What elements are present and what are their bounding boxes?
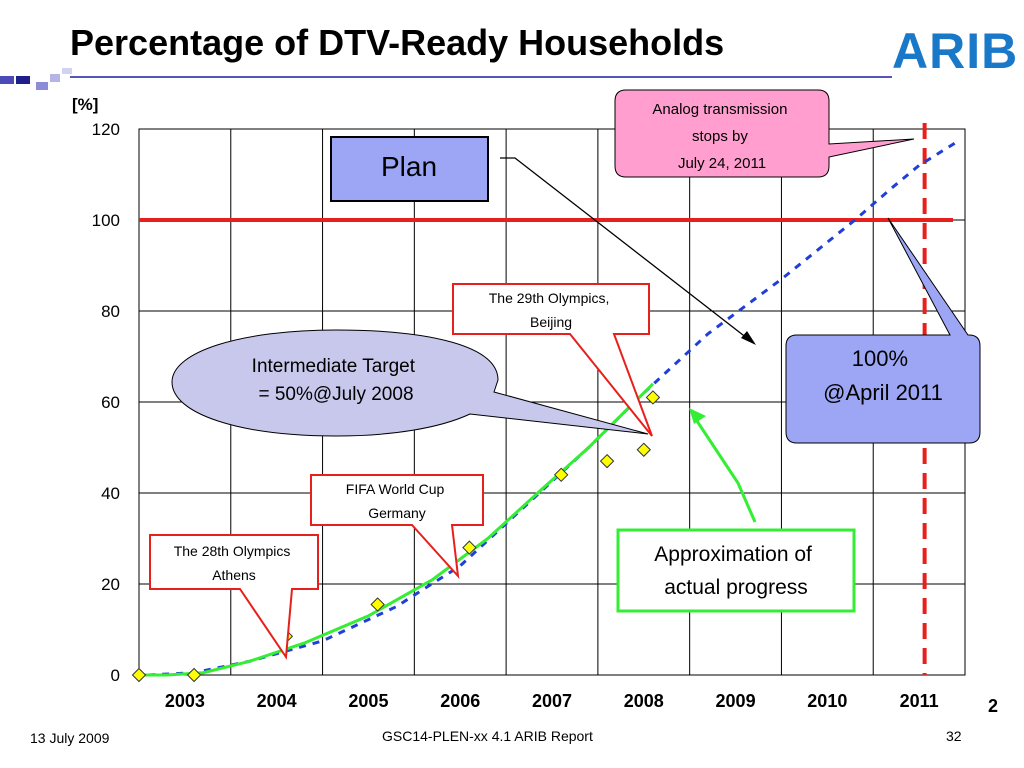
x-tick-label: 2008 — [624, 691, 664, 711]
analog-callout — [614, 89, 915, 178]
beijing-callout-text: The 29th Olympics, Beijing — [489, 290, 614, 330]
actual-data-point — [645, 390, 661, 405]
dtv-chart: 0 20 40 60 80 100 120 2003 2004 2005 2006 2007 2008… — [72, 89, 998, 716]
plan-label: Plan — [381, 151, 437, 182]
intermediate-target-callout — [171, 329, 649, 437]
x-tick-label: 2006 — [440, 691, 480, 711]
x-tick-label: 2003 — [165, 691, 205, 711]
fifa-callout-text: FIFA World Cup Germany — [346, 481, 448, 521]
y-tick-label: 40 — [101, 484, 120, 503]
x-tick-label: 2009 — [716, 691, 756, 711]
actual-data-point — [636, 442, 651, 457]
actual-data-point — [370, 597, 385, 612]
arib-logo: ARIB — [892, 23, 1019, 79]
beijing-callout — [452, 283, 653, 437]
actual-data-point — [553, 467, 569, 483]
actual-data-point — [186, 667, 202, 683]
intermediate-target-text: Intermediate Target = 50%@July 2008 — [252, 356, 421, 405]
approximation-box-text: Approximation of actual progress — [654, 543, 817, 599]
footer-center: GSC14-PLEN-xx 4.1 ARIB Report — [382, 728, 593, 744]
y-tick-label: 20 — [101, 575, 120, 594]
approximation-arrow — [695, 420, 757, 523]
plan-arrow — [500, 157, 753, 343]
analog-callout-text: Analog transmission stops by July 24, 20… — [652, 101, 791, 172]
target-callout — [785, 217, 981, 444]
y-tick-labels: 0 20 40 60 80 100 120 — [92, 120, 120, 685]
actual-markers — [131, 390, 661, 683]
actual-data-point — [131, 667, 147, 683]
actual-data-point — [462, 540, 477, 555]
x-tick-label: 2005 — [348, 691, 388, 711]
approximation-arrow-head — [689, 408, 706, 424]
actual-data-point — [599, 453, 615, 469]
y-tick-label: 0 — [111, 666, 120, 685]
plan-box — [330, 136, 489, 202]
x-tick-label: 2004 — [257, 691, 297, 711]
y-tick-label: 120 — [92, 120, 120, 139]
slide-title: Percentage of DTV-Ready Households — [70, 22, 725, 63]
edge-mark: 2 — [988, 696, 998, 716]
y-axis-label: [%] — [72, 95, 98, 114]
x-tick-labels: 2003 2004 2005 2006 2007 2008 2009 2010 2011 — [165, 691, 939, 711]
title-accent-squares — [0, 68, 72, 90]
y-tick-label: 100 — [92, 211, 120, 230]
title-underline — [70, 76, 892, 78]
x-tick-label: 2011 — [900, 691, 939, 711]
y-tick-label: 80 — [101, 302, 120, 321]
approximation-box — [616, 528, 856, 613]
athens-callout-text: The 28th Olympics Athens — [174, 543, 295, 583]
y-tick-label: 60 — [101, 393, 120, 412]
plan-arrow-head — [741, 331, 756, 345]
x-tick-label: 2007 — [532, 691, 572, 711]
athens-callout — [149, 534, 319, 660]
x-tick-label: 2010 — [807, 691, 847, 711]
footer-date: 13 July 2009 — [30, 730, 110, 746]
page-number: 32 — [946, 728, 962, 744]
fifa-callout — [310, 474, 484, 580]
target-callout-text: 100% @April 2011 — [823, 346, 943, 405]
